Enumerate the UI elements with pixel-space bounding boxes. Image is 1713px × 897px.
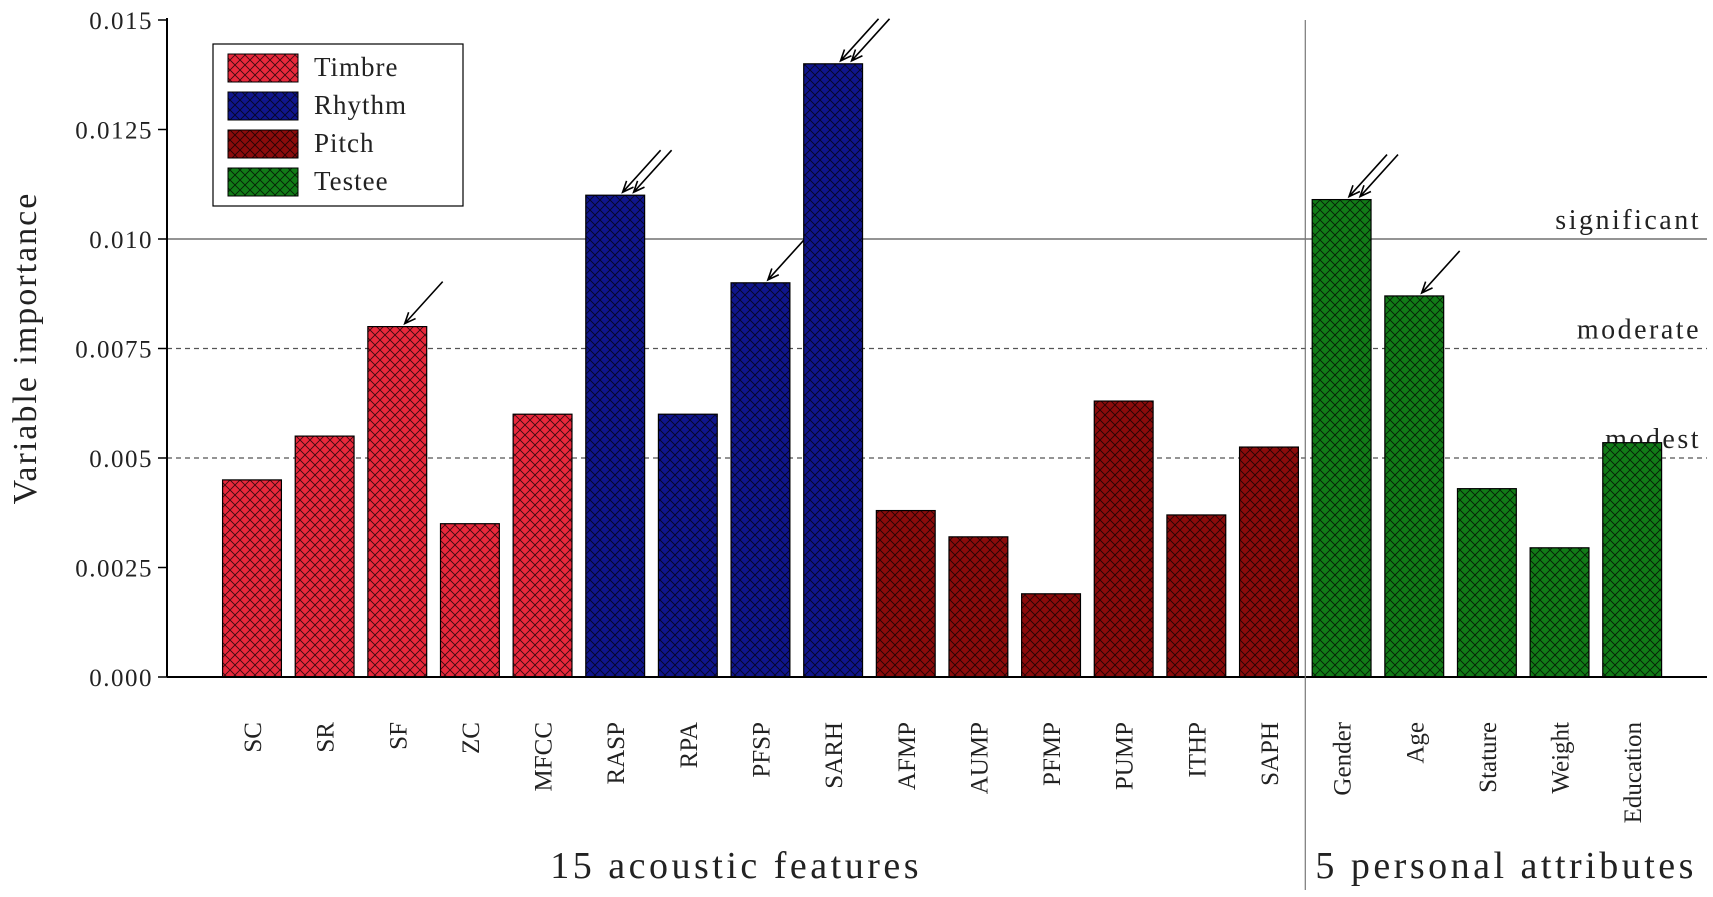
x-tick-label: SAPH xyxy=(1257,722,1284,786)
group-label: 5 personal attributes xyxy=(1315,845,1697,887)
bar-hatch xyxy=(221,479,283,678)
x-tick-label: PFMP xyxy=(1039,722,1066,786)
x-tick-label: PUMP xyxy=(1112,722,1139,790)
x-tick-label: SARH xyxy=(821,722,848,789)
bar-hatch xyxy=(1021,593,1082,678)
arrow xyxy=(1420,250,1461,295)
bar-hatch xyxy=(1166,514,1227,678)
legend-label: Pitch xyxy=(314,128,375,158)
legend-swatch-hatch xyxy=(227,129,299,159)
y-tick-label: 0.000 xyxy=(89,665,153,692)
bar-hatch xyxy=(1311,198,1372,678)
reference-label: significant xyxy=(1555,205,1701,236)
bar-hatch xyxy=(585,194,646,678)
arrow xyxy=(632,149,673,194)
bar-hatch xyxy=(367,326,428,678)
arrow xyxy=(1358,154,1399,199)
bar-hatch xyxy=(1602,442,1663,678)
x-tick-label: PFSP xyxy=(748,722,775,778)
y-tick-label: 0.0125 xyxy=(75,118,153,145)
x-tick-label: AFMP xyxy=(894,722,921,790)
y-tick-label: 0.010 xyxy=(89,227,153,254)
x-tick-label: SR xyxy=(313,722,340,753)
legend-label: Testee xyxy=(314,166,389,196)
bar-hatch xyxy=(1384,295,1445,678)
bar-hatch xyxy=(439,523,500,678)
bar-hatch xyxy=(803,63,864,678)
x-tick-label: MFCC xyxy=(531,722,558,791)
x-tick-label: Weight xyxy=(1548,722,1575,794)
x-tick-label: SC xyxy=(240,722,267,753)
legend-swatch-hatch xyxy=(227,53,299,83)
legend-swatch-hatch xyxy=(227,91,299,121)
arrow xyxy=(403,281,444,326)
reference-label: moderate xyxy=(1577,315,1701,346)
arrow xyxy=(766,237,807,282)
x-tick-label: Education xyxy=(1620,722,1647,824)
x-tick-label: Stature xyxy=(1475,722,1502,793)
y-tick-label: 0.015 xyxy=(89,8,153,35)
bar-hatch xyxy=(1529,547,1590,678)
x-tick-label: AUMP xyxy=(966,722,993,794)
x-tick-label: SF xyxy=(385,722,412,750)
arrow xyxy=(850,18,891,63)
x-tick-label: RPA xyxy=(676,722,703,768)
x-tick-label: RASP xyxy=(603,722,630,785)
y-tick-label: 0.0025 xyxy=(75,556,153,583)
bar-hatch xyxy=(294,435,355,678)
bar-hatch xyxy=(875,509,936,678)
x-tick-label: Gender xyxy=(1330,721,1357,795)
bar-hatch xyxy=(730,282,791,678)
arrow xyxy=(839,18,880,63)
bar-hatch xyxy=(948,536,1009,678)
y-axis-title: Variable importance xyxy=(7,192,44,505)
bar-hatch xyxy=(657,413,718,678)
x-tick-label: ITHP xyxy=(1184,722,1211,778)
legend-swatch-hatch xyxy=(227,167,299,197)
x-tick-label: ZC xyxy=(458,722,485,754)
group-label: 15 acoustic features xyxy=(550,845,922,887)
legend: Timbre Rhythm Pitch Testee xyxy=(212,43,464,207)
legend-label: Timbre xyxy=(314,52,399,82)
arrow xyxy=(621,149,662,194)
y-tick-label: 0.005 xyxy=(89,446,153,473)
arrow xyxy=(1347,154,1388,199)
legend-label: Rhythm xyxy=(314,90,407,120)
bar-hatch xyxy=(512,413,573,678)
x-tick-label: Age xyxy=(1402,722,1429,764)
bar-hatch xyxy=(1093,400,1154,678)
bar-hatch xyxy=(1456,488,1517,678)
bar-hatch xyxy=(1238,446,1299,678)
y-tick-label: 0.0075 xyxy=(75,337,153,364)
